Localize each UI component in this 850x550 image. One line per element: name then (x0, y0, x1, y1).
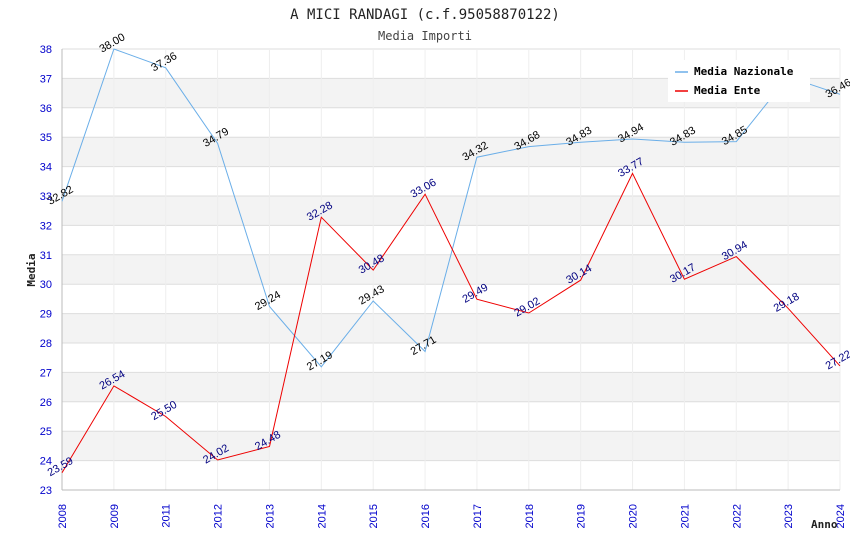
y-tick-label: 32 (40, 220, 52, 232)
grid-band (62, 343, 840, 372)
x-tick-label: 2023 (783, 504, 795, 528)
y-axis-title: Media (25, 253, 38, 286)
grid-band (62, 284, 840, 313)
y-tick-label: 35 (40, 132, 52, 144)
x-tick-label: 2012 (213, 504, 225, 528)
x-tick-label: 2021 (679, 504, 691, 528)
y-tick-label: 36 (40, 103, 52, 115)
x-tick-label: 2008 (57, 504, 69, 528)
y-tick-label: 23 (40, 485, 52, 497)
x-tick-label: 2009 (109, 504, 121, 528)
x-tick-label: 2017 (472, 504, 484, 528)
grid-band (62, 461, 840, 490)
grid-band (62, 167, 840, 196)
x-tick-label: 2019 (576, 504, 588, 528)
grid-bands (62, 49, 840, 490)
x-tick-label: 2015 (368, 504, 380, 528)
y-tick-label: 26 (40, 397, 52, 409)
grid-band (62, 314, 840, 343)
x-tick-label: 2011 (161, 504, 173, 528)
x-tick-label: 2016 (420, 504, 432, 528)
x-tick-label: 2018 (524, 504, 536, 528)
x-axis-ticks: 2008 2009 2011 2012 2013 2014 2015 2016 2017 2018… (57, 504, 847, 528)
y-tick-label: 34 (40, 162, 52, 174)
x-tick-label: 2013 (264, 504, 276, 528)
x-tick-label: 2022 (731, 504, 743, 528)
y-tick-label: 29 (40, 309, 52, 321)
y-tick-label: 28 (40, 338, 52, 350)
x-tick-label: 2020 (628, 504, 640, 528)
y-tick-label: 37 (40, 73, 52, 85)
grid-band (62, 108, 840, 137)
grid-band (62, 372, 840, 401)
legend: Media Nazionale Media Ente (668, 60, 810, 102)
chart-title: A MICI RANDAGI (c.f.95058870122) (290, 7, 560, 23)
legend-label-media-nazionale: Media Nazionale (694, 65, 794, 78)
x-axis-title: Anno (811, 518, 838, 531)
grid-band (62, 196, 840, 225)
y-tick-label: 30 (40, 279, 52, 291)
chart-subtitle: Media Importi (378, 29, 472, 43)
x-tick-label: 2014 (316, 504, 328, 528)
y-tick-label: 25 (40, 426, 52, 438)
y-tick-label: 38 (40, 44, 52, 56)
grid-band (62, 431, 840, 460)
y-tick-label: 27 (40, 367, 52, 379)
legend-label-media-ente: Media Ente (694, 84, 761, 97)
y-tick-label: 31 (40, 250, 52, 262)
